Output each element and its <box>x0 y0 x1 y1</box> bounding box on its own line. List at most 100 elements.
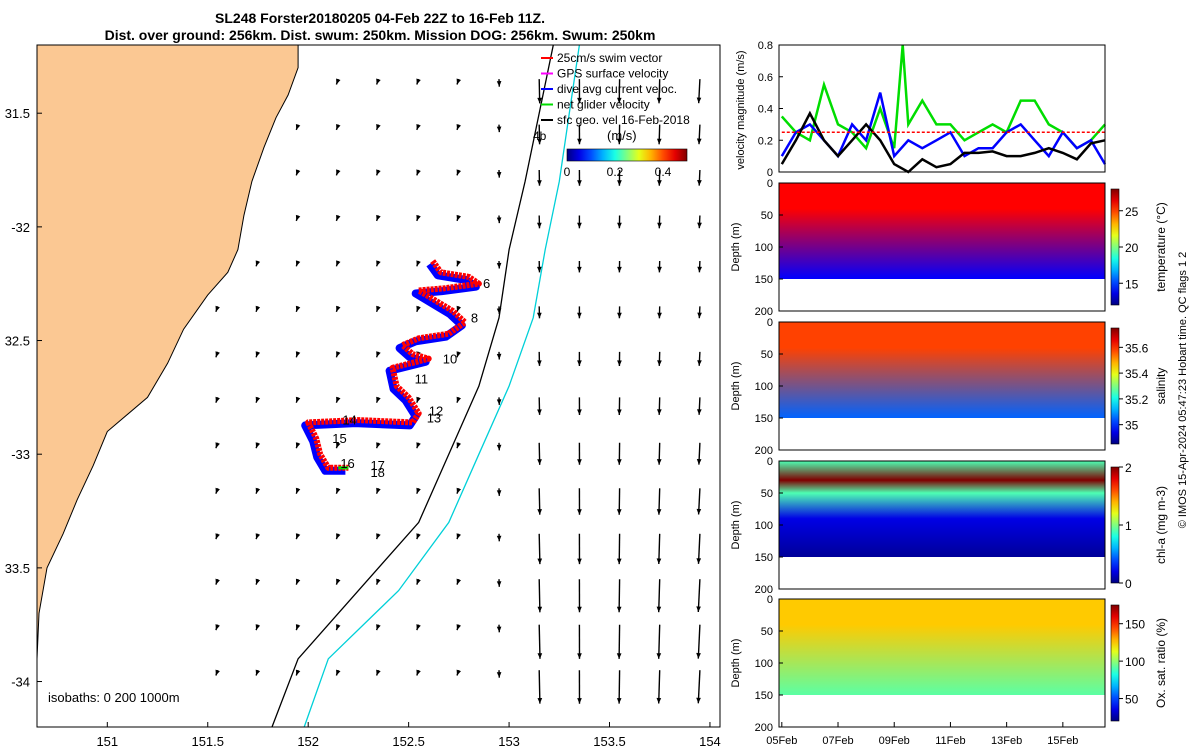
velocity-vector-head <box>696 652 701 659</box>
depth-ytick-label: 50 <box>761 349 773 361</box>
velocity-vector-head <box>376 305 381 312</box>
velocity-vector-head <box>537 266 542 273</box>
velocity-vector-head <box>215 396 220 403</box>
isobath-label: isobaths: 0 200 1000m <box>48 690 180 705</box>
velocity-vector-head <box>496 81 502 87</box>
legend-label: dive avg current veloc. <box>557 82 677 96</box>
velocity-vector-head <box>496 535 502 542</box>
velocity-vector-head <box>255 578 261 585</box>
velocity-vector-head <box>336 533 341 540</box>
velocity-vector-head <box>496 308 502 314</box>
velocity-vector-head <box>456 169 461 176</box>
velocity-vector-head <box>696 558 702 564</box>
track-day-label: 10 <box>443 351 457 366</box>
velocity-vector-head <box>577 222 582 229</box>
map-ytick-label: -32 <box>11 220 30 235</box>
velocity-vector-head <box>416 578 421 585</box>
colorbar-tick-label: 2 <box>1125 461 1132 475</box>
velocity-vector-head <box>617 222 622 229</box>
velocity-vector-head <box>657 409 662 415</box>
velocity-vector-head <box>577 509 582 515</box>
isobath-200m <box>303 44 581 728</box>
velocity-vector <box>618 670 621 704</box>
velocity-vector-head <box>376 214 381 221</box>
velocity-vector-head <box>456 533 461 540</box>
colorbar-tick-label: 15 <box>1125 277 1139 291</box>
velocity-vector <box>618 624 621 659</box>
legend-label: sfc geo. vel 16-Feb-2018 <box>557 113 690 127</box>
map-xtick-label: 151.5 <box>191 734 224 749</box>
velocity-vector-head <box>416 169 421 176</box>
velocity-vector-head <box>537 558 543 565</box>
velocity-vector-head <box>336 578 341 585</box>
velocity-vector-head <box>577 698 582 704</box>
velocity-vector-head <box>496 126 502 133</box>
velocity-vector-head <box>255 351 261 358</box>
velocity-vector-head <box>696 459 702 465</box>
velocity-vector-head <box>697 312 702 319</box>
velocity-vector-head <box>616 653 622 659</box>
date-xtick-label: 13Feb <box>991 735 1022 747</box>
velocity-vector-head <box>697 180 702 186</box>
map-colorbar-tick: 0 <box>564 165 571 179</box>
legend-label: GPS surface velocity <box>557 67 668 81</box>
velocity-vector-head <box>657 180 662 186</box>
velocity-vector-head <box>697 266 702 273</box>
velocity-vector-head <box>496 581 502 587</box>
velocity-vector-head <box>577 312 582 319</box>
velocity-vector-head <box>656 97 662 104</box>
velocity-vector-head <box>295 442 301 449</box>
velocity-vector-head <box>496 217 502 224</box>
velocity-vector-head <box>215 442 220 449</box>
velocity-vector-head <box>215 487 220 494</box>
velocity-vector-head <box>537 509 542 515</box>
colorbar-tick-label: 1 <box>1125 519 1132 533</box>
velocity-vector-head <box>656 606 662 613</box>
colorbar-tick-label: 50 <box>1125 693 1139 707</box>
date-xtick-label: 11Feb <box>935 735 965 747</box>
velocity-vector-head <box>456 396 461 403</box>
velocity-vector-head <box>616 698 622 704</box>
velocity-vector-head <box>336 487 341 494</box>
track-day-label: 16 <box>340 456 354 471</box>
oxygen-section-colorbar-label: Ox. sat. ratio (%) <box>1154 618 1168 708</box>
chla-section-field <box>779 461 1105 557</box>
depth-ytick-label: 100 <box>755 658 773 670</box>
velocity-vector-head <box>496 490 502 496</box>
velocity-vector-head <box>295 305 301 312</box>
track-day-label: 18 <box>370 465 384 480</box>
velocity-ytick-label: 0.8 <box>758 40 773 52</box>
velocity-vector-head <box>336 260 341 267</box>
temperature-section-panel: 0 50 100 150 200 Depth (m) 15 20 25 temperature (… <box>730 178 1168 318</box>
velocity-vector-head <box>577 180 582 186</box>
velocity-vector-head <box>697 409 702 415</box>
velocity-vector-head <box>577 558 582 565</box>
map-xtick-label: 151 <box>96 734 118 749</box>
velocity-vector-head <box>537 653 543 659</box>
map-colorbar-label: (m/s) <box>607 128 637 143</box>
depth-ylabel: Depth (m) <box>730 362 742 411</box>
velocity-ytick-label: 0 <box>767 167 773 179</box>
velocity-vector-head <box>577 97 582 104</box>
velocity-vector-head <box>336 169 341 176</box>
depth-ytick-label: 200 <box>755 306 773 318</box>
colorbar-tick-label: 35.2 <box>1125 393 1149 407</box>
velocity-vector-head <box>376 442 381 449</box>
velocity-vector-head <box>376 396 381 403</box>
velocity-vector-head <box>376 124 381 130</box>
velocity-vector-head <box>617 266 622 273</box>
depth-ylabel: Depth (m) <box>730 501 742 550</box>
velocity-vector-head <box>416 442 421 449</box>
velocity-vector-head <box>295 624 301 631</box>
velocity-vector-head <box>656 697 662 704</box>
velocity-vector <box>538 670 541 704</box>
velocity-vector-head <box>376 669 381 676</box>
velocity-vector-head <box>696 606 701 612</box>
velocity-vector-head <box>496 262 502 269</box>
velocity-vector-head <box>537 180 542 186</box>
velocity-vector-head <box>295 578 301 585</box>
depth-ytick-label: 100 <box>755 520 773 532</box>
colorbar-tick-label: 35.4 <box>1125 367 1149 381</box>
velocity-ytick-label: 0.4 <box>758 104 773 116</box>
